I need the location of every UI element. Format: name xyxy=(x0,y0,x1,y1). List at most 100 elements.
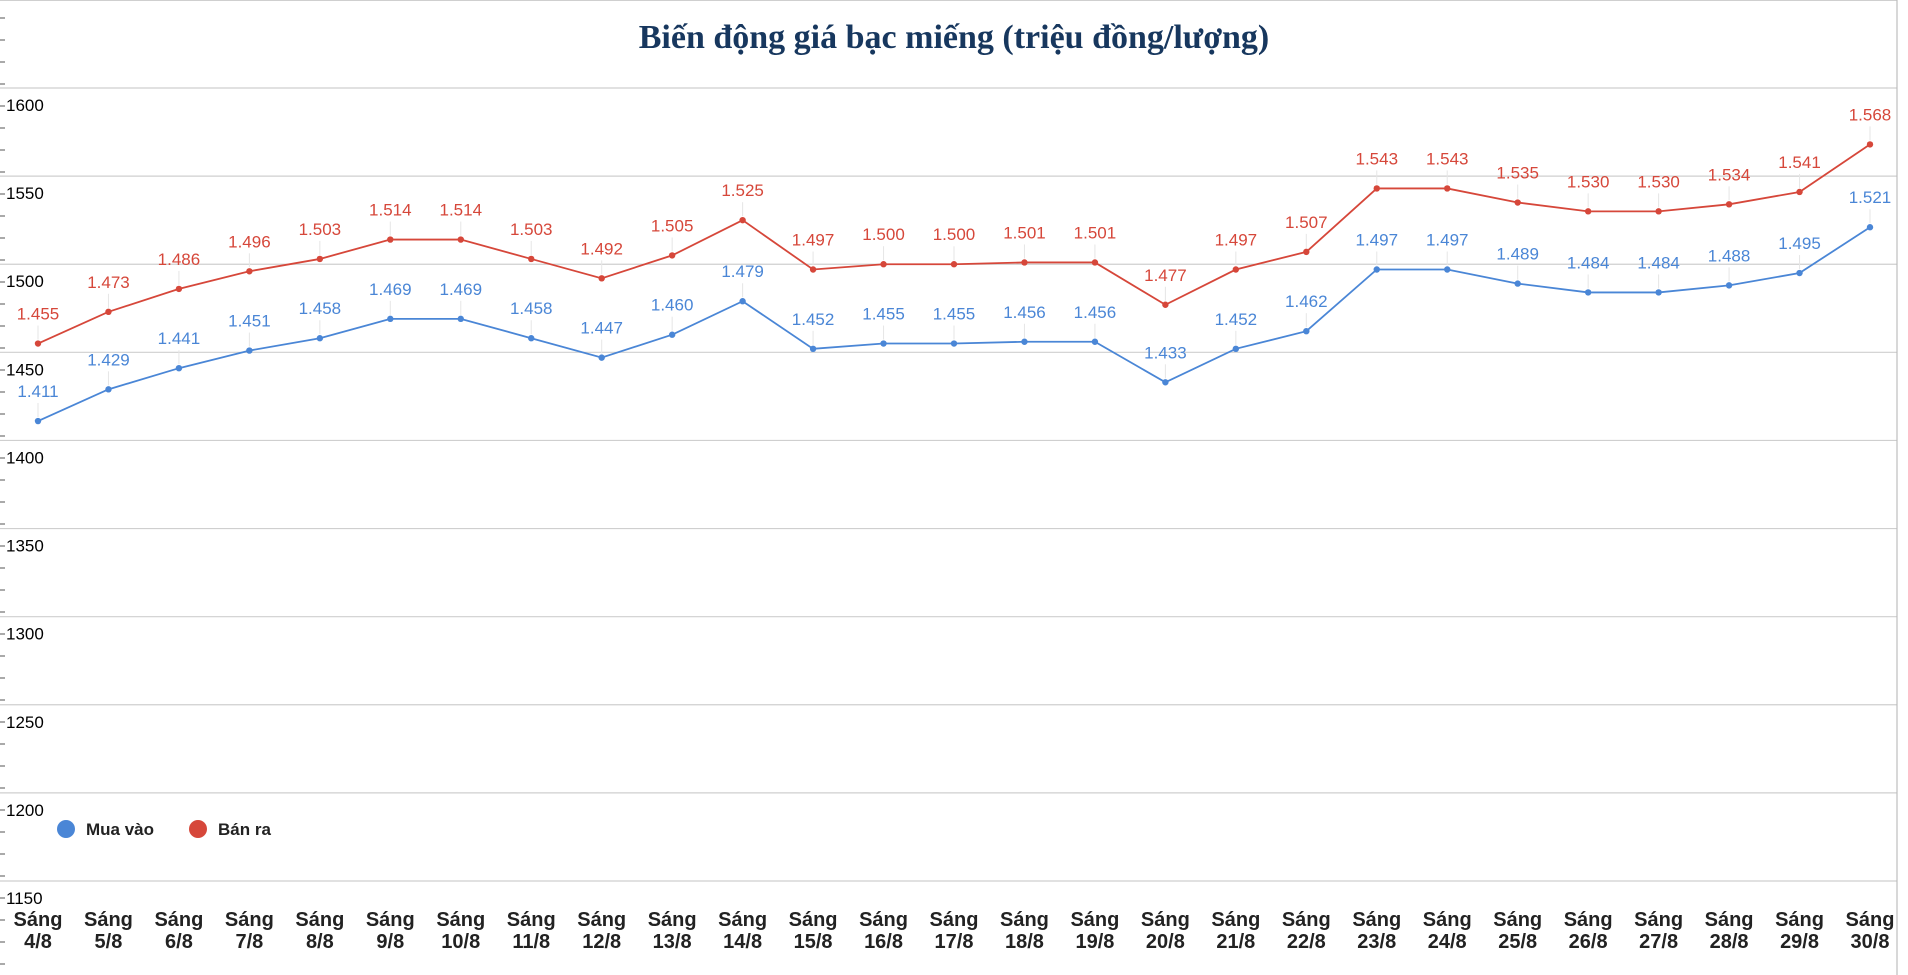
data-labels: 1.411 1.429 1.441 1.451 1.458 1.469 1.469 1.458… xyxy=(17,105,1892,418)
data-label: 1.484 xyxy=(1637,253,1680,272)
data-point xyxy=(880,340,887,347)
data-point xyxy=(668,252,676,259)
data-label: 1.497 xyxy=(1355,231,1398,250)
data-label: 1.473 xyxy=(87,273,130,292)
data-point xyxy=(175,364,183,372)
y-axis-ticks: 1150 1200 1250 1300 1350 1400 1450 1500 1550 1600 xyxy=(6,96,44,908)
data-label: 1.503 xyxy=(299,220,342,239)
data-label: 1.500 xyxy=(933,225,976,244)
y-tick-label: 1250 xyxy=(6,713,44,732)
x-tick-label: Sáng 16/8 xyxy=(859,909,908,953)
data-label: 1.486 xyxy=(158,250,201,269)
data-point xyxy=(1584,289,1592,296)
data-point xyxy=(34,417,42,425)
data-label: 1.514 xyxy=(439,201,482,220)
data-point xyxy=(105,308,112,316)
data-point xyxy=(1021,338,1028,345)
data-point xyxy=(457,236,464,243)
y-tick-label: 1450 xyxy=(6,360,44,379)
data-point xyxy=(1162,379,1169,386)
data-point xyxy=(528,255,535,263)
data-point xyxy=(316,335,324,342)
x-tick-label: Sáng 20/8 xyxy=(1141,909,1190,953)
x-tick-label: Sáng 29/8 xyxy=(1775,909,1824,953)
data-label: 1.479 xyxy=(721,262,764,281)
data-label: 1.543 xyxy=(1426,149,1469,168)
data-label: 1.503 xyxy=(510,220,553,239)
data-point xyxy=(1021,259,1028,266)
y-tick-label: 1200 xyxy=(6,801,44,820)
data-label: 1.469 xyxy=(439,280,482,299)
legend-label: Bán ra xyxy=(218,820,271,839)
data-point xyxy=(175,285,183,293)
data-label: 1.521 xyxy=(1849,188,1892,207)
x-tick-label: Sáng 23/8 xyxy=(1352,909,1401,953)
data-point xyxy=(246,268,253,275)
data-label: 1.452 xyxy=(792,310,835,329)
y-tick-label: 1400 xyxy=(6,448,44,467)
x-tick-label: Sáng 6/8 xyxy=(154,909,203,953)
data-label: 1.458 xyxy=(510,299,553,318)
data-label: 1.455 xyxy=(933,305,976,324)
data-label: 1.462 xyxy=(1285,292,1328,311)
x-tick-label: Sáng 28/8 xyxy=(1705,909,1754,953)
data-point xyxy=(1514,199,1521,206)
data-point xyxy=(1373,185,1380,192)
data-label: 1.500 xyxy=(862,225,905,244)
data-label: 1.501 xyxy=(1003,223,1046,242)
x-tick-label: Sáng 24/8 xyxy=(1423,909,1472,953)
x-tick-label: Sáng 25/8 xyxy=(1493,909,1542,953)
data-point xyxy=(809,345,817,353)
data-point xyxy=(598,275,605,282)
data-label: 1.497 xyxy=(1215,231,1258,250)
data-label: 1.489 xyxy=(1496,245,1539,264)
chart-title: Biến động giá bạc miếng (triệu đồng/lượn… xyxy=(639,19,1270,56)
data-point xyxy=(1584,208,1592,215)
x-tick-label: Sáng 17/8 xyxy=(930,909,979,953)
data-label: 1.501 xyxy=(1074,223,1117,242)
data-label: 1.497 xyxy=(792,231,835,250)
x-tick-label: Sáng 12/8 xyxy=(577,909,626,953)
x-tick-label: Sáng 27/8 xyxy=(1634,909,1683,953)
x-axis-ticks: Sáng 4/8 Sáng 5/8 Sáng 6/8 Sáng 7/8 Sáng 8/8 Sáng 9… xyxy=(14,909,1895,953)
data-point xyxy=(1091,338,1099,345)
data-point xyxy=(739,216,746,224)
data-point xyxy=(1373,266,1380,273)
legend-marker xyxy=(57,820,75,838)
series-lines xyxy=(34,141,1874,425)
data-point xyxy=(1796,269,1803,277)
data-label: 1.505 xyxy=(651,216,694,235)
data-label: 1.456 xyxy=(1003,303,1046,322)
legend-marker xyxy=(189,820,207,838)
data-point xyxy=(316,255,324,263)
x-tick-label: Sáng 14/8 xyxy=(718,909,767,953)
x-tick-label: Sáng 7/8 xyxy=(225,909,274,953)
data-point xyxy=(1444,266,1451,273)
data-point xyxy=(34,340,42,347)
data-point xyxy=(739,298,746,305)
data-label: 1.441 xyxy=(158,329,201,348)
data-point xyxy=(246,347,253,354)
data-label: 1.534 xyxy=(1708,165,1751,184)
x-tick-label: Sáng 26/8 xyxy=(1564,909,1613,953)
data-label: 1.530 xyxy=(1567,172,1610,191)
data-label: 1.535 xyxy=(1496,164,1539,183)
y-tick-label: 1150 xyxy=(6,889,43,908)
data-point xyxy=(1796,188,1803,196)
data-point xyxy=(598,354,605,361)
data-point xyxy=(668,331,676,338)
data-label: 1.568 xyxy=(1849,105,1892,124)
data-label: 1.543 xyxy=(1355,149,1398,168)
data-label: 1.525 xyxy=(721,181,764,200)
y-tick-label: 1300 xyxy=(6,625,44,644)
y-tick-label: 1500 xyxy=(6,272,44,291)
data-point xyxy=(950,261,958,268)
data-label: 1.497 xyxy=(1426,231,1469,250)
x-tick-label: Sáng 21/8 xyxy=(1211,909,1260,953)
data-label: 1.455 xyxy=(862,305,905,324)
data-label: 1.452 xyxy=(1215,310,1258,329)
legend-label: Mua vào xyxy=(86,820,154,839)
data-label: 1.507 xyxy=(1285,213,1328,232)
